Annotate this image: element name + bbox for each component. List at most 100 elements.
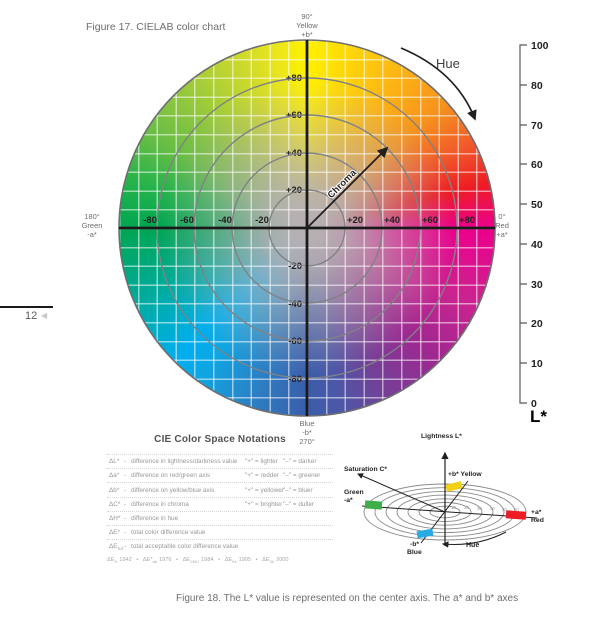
notation-row: Δa* - difference on red/green axis "+" = …	[107, 469, 333, 484]
lscale-tick: 10	[531, 358, 543, 370]
diagram-blue-axis: -b*	[410, 541, 420, 548]
pole-axis: -b*	[302, 428, 312, 437]
diagram-radial-tick: 20	[464, 505, 469, 510]
pole-label-green: 180° Green -a*	[70, 212, 114, 239]
diagram-red-patch	[505, 510, 527, 520]
pole-label-blue: Blue -b* 270°	[277, 419, 337, 446]
pole-name: Yellow	[296, 21, 318, 30]
notation-desc: total acceptable color difference value	[131, 543, 239, 551]
lscale-tick: 50	[531, 199, 543, 211]
pole-label-yellow: 90° Yellow +b*	[277, 12, 337, 39]
diagram-radial-tick: 10	[451, 505, 456, 510]
diagram-ring	[407, 498, 483, 526]
diagram-saturation-label: Saturation C*	[344, 466, 388, 473]
notation-row: ΔL* - difference in lightness/darkness va…	[107, 455, 333, 470]
lscale-tick: 20	[531, 318, 543, 330]
notation-symbol: Δb*	[109, 486, 120, 494]
b-axis-tick: +80	[285, 73, 302, 84]
diagram-saturation-axis	[357, 473, 446, 513]
notation-symbol: ΔL*	[109, 458, 120, 466]
page-marker-icon: ◀	[41, 311, 48, 320]
diagram-radial-tick: 50	[502, 507, 507, 512]
pole-axis: -a*	[87, 230, 97, 239]
figure18-caption: Figure 18. The L* value is represented o…	[176, 593, 519, 604]
notation-desc: difference on red/green axis	[131, 472, 211, 480]
diagram-yellow-label: +b* Yellow	[448, 471, 482, 478]
notation-desc: total color difference value	[131, 529, 206, 537]
notation-symbol: ΔE	[109, 543, 118, 551]
diagram-red-name: Red	[531, 517, 544, 524]
lscale-tick: 80	[531, 80, 543, 92]
pole-axis: +b*	[301, 30, 313, 39]
notation-row: Δb* - difference on yellow/blue axis "+" …	[107, 483, 333, 498]
notation-minus: "–" = darker	[283, 458, 317, 466]
a-axis-tick: +80	[458, 215, 476, 226]
notation-row: ΔE tol - total acceptable color difference…	[109, 543, 239, 551]
notation-desc: difference in hue	[131, 514, 179, 522]
notation-row: ΔC* - difference in chroma "+" = brighter…	[107, 498, 333, 512]
cielab-color-wheel	[119, 40, 495, 416]
diagram-ring	[374, 487, 516, 537]
diagram-green-name: Green	[344, 489, 364, 496]
diagram-ring	[396, 494, 494, 530]
notation-plus: "+" = lighter	[245, 458, 278, 466]
diagram-ring	[429, 505, 461, 519]
diagram-radial-tick: 60	[514, 507, 519, 512]
notation-row: ΔE* - total color difference value	[107, 526, 333, 541]
notation-plus: "+" = yellower	[245, 486, 284, 494]
notations-title: CIE Color Space Notations	[154, 434, 286, 445]
diagram-radial-tick: 30	[477, 506, 482, 511]
pole-degree: 270°	[299, 437, 315, 446]
diagram-lightness-label: Lightness L*	[421, 433, 462, 440]
diagram-radial-tick: 40	[490, 506, 495, 511]
diagram-hue-label: Hue	[466, 542, 480, 549]
b-axis-tick: -60	[288, 336, 302, 347]
hue-label: Hue	[436, 56, 460, 71]
diagram-red-axis: +a*	[531, 509, 542, 516]
page-number: 12	[25, 310, 38, 322]
notation-minus: "–" = greener	[283, 472, 321, 480]
delta-e-history: ΔEH 1942 • ΔE*ab 1976 • ΔECMC 1984 • ΔE94 19…	[107, 557, 289, 565]
figure17-caption: Figure 17. CIELAB color chart	[86, 21, 226, 33]
diagram-green-axis: -a*	[344, 497, 353, 504]
b-axis-tick: -40	[288, 299, 302, 310]
notation-desc: difference in lightness/darkness value	[131, 458, 238, 466]
pole-name: Red	[495, 221, 509, 230]
lscale-tick: 60	[531, 159, 543, 171]
diagram-ring	[385, 490, 505, 534]
a-axis-tick: -80	[143, 215, 157, 226]
diagram-yellow-patch	[445, 481, 463, 492]
pole-name: Blue	[299, 419, 315, 428]
lscale-axis-label: L*	[530, 407, 547, 426]
diagram-blue-patch	[416, 528, 434, 539]
diagram-ring	[363, 483, 527, 541]
notation-minus: "–" = duller	[283, 500, 315, 508]
b-axis-tick: -20	[288, 261, 302, 272]
notation-symbol: Δa*	[109, 472, 120, 480]
pole-degree: 0°	[498, 212, 506, 221]
b-axis-tick: +40	[285, 148, 302, 159]
a-axis-tick: -20	[255, 215, 269, 226]
notation-symbol: ΔC*	[109, 500, 121, 508]
lscale-tick: 0	[531, 398, 537, 410]
notation-desc: difference on yellow/blue axis	[131, 486, 215, 494]
notation-plus: "+" = redder	[245, 472, 280, 480]
a-axis-tick: -60	[180, 215, 194, 226]
notation-minus: "–" = bluer	[283, 486, 313, 494]
a-axis-tick: +20	[346, 215, 364, 226]
notation-symbol: ΔE*	[109, 529, 121, 537]
lscale-tick: 30	[531, 279, 543, 291]
a-axis-tick: +40	[383, 215, 401, 226]
pole-label-red: 0° Red +a*	[482, 212, 522, 239]
pole-degree: 90°	[301, 12, 313, 21]
pole-degree: 180°	[84, 212, 100, 221]
notation-desc: difference in chroma	[131, 500, 189, 508]
lscale-tick: 100	[531, 40, 549, 52]
diagram-ring	[418, 502, 472, 522]
b-axis-tick: +20	[285, 185, 302, 196]
notation-row: ΔH* - difference in hue	[107, 512, 333, 526]
cie-notations-table: CIE Color Space Notations ΔL* - differenc…	[107, 434, 333, 564]
a-axis-tick: -40	[218, 215, 232, 226]
b-axis-tick: +60	[285, 110, 302, 121]
